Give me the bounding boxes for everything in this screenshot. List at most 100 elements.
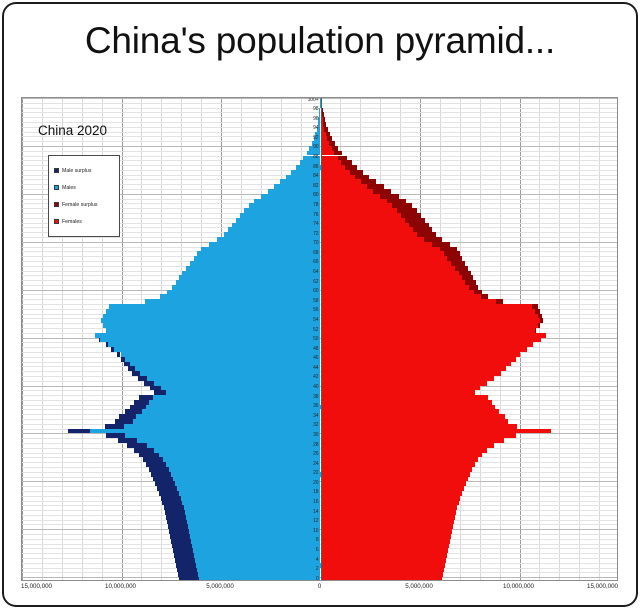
bar-segment-females	[320, 141, 330, 146]
bar-segment-females	[320, 131, 326, 137]
age-tick-label: 58	[313, 297, 319, 304]
pyramid-row	[22, 222, 617, 228]
bar-segment-females	[320, 136, 328, 142]
bar-segment-females	[320, 232, 417, 237]
bar-segment-female-surplus	[423, 236, 442, 242]
bar-segment-male-surplus	[105, 433, 126, 439]
bar-segment-female-surplus	[380, 193, 399, 199]
bar-segment-males	[186, 265, 321, 271]
bar-segment-females	[320, 577, 442, 580]
bar-segment-females	[320, 203, 392, 209]
x-tick-label: 0	[317, 583, 322, 590]
legend-item-females[interactable]: Females	[54, 213, 114, 230]
bar-segment-males	[182, 270, 321, 276]
bar-segment-males	[315, 131, 321, 137]
pyramid-row	[22, 356, 617, 362]
age-tick-label: 6	[315, 546, 319, 553]
age-tick-label: 0	[315, 575, 319, 581]
pyramid-row	[22, 558, 617, 563]
age-tick-label: 40	[313, 384, 319, 391]
age-tick-label: 70	[313, 240, 319, 247]
pyramid-row	[22, 155, 617, 161]
bar-segment-female-surplus	[535, 328, 537, 333]
bar-segment-female-surplus	[538, 323, 541, 328]
bar-segment-males	[319, 107, 321, 113]
pyramid-row	[22, 313, 617, 319]
bar-segment-males	[228, 227, 321, 233]
bar-segment-female-surplus	[341, 160, 352, 166]
bar-segment-female-surplus	[396, 208, 417, 213]
bar-segment-females	[320, 356, 516, 362]
bar-segment-female-surplus	[366, 184, 384, 190]
pyramid-row	[22, 265, 617, 271]
bar-segment-male-surplus	[163, 505, 184, 511]
bar-segment-males	[197, 251, 321, 257]
bar-segment-males	[187, 519, 321, 525]
age-tick-label: 72	[313, 230, 319, 237]
age-tick-label: 30	[313, 431, 319, 438]
pyramid-row	[22, 375, 617, 381]
bar-segment-female-surplus	[321, 98, 322, 103]
pyramid-row	[22, 534, 617, 539]
age-tick-label: 18	[313, 489, 319, 496]
bar-segment-male-surplus	[114, 419, 134, 424]
pyramid-row	[22, 486, 617, 491]
bar-segment-female-surplus	[323, 121, 327, 127]
age-tick-label: 52	[313, 326, 319, 333]
pyramid-row	[22, 318, 617, 324]
pyramid-row	[22, 462, 617, 467]
pyramid-row	[22, 423, 617, 429]
bar-segment-males	[145, 299, 321, 305]
pyramid-row	[22, 270, 617, 276]
legend-item-males[interactable]: Males	[54, 179, 114, 196]
bar-segment-males	[319, 98, 321, 103]
bar-segment-females	[320, 160, 342, 166]
bar-segment-male-surplus	[150, 385, 162, 391]
pyramid-row	[22, 514, 617, 520]
legend-item-male-surplus[interactable]: Male surplus	[54, 162, 114, 179]
bar-segment-female-surplus	[495, 299, 503, 305]
pyramid-row	[22, 203, 617, 209]
pyramid-row	[22, 217, 617, 223]
pyramid-row	[22, 280, 617, 285]
bar-segment-female-surplus	[458, 270, 471, 276]
pyramid-row	[22, 519, 617, 525]
bar-segment-females	[320, 337, 542, 343]
bar-segment-males	[249, 203, 321, 209]
bar-segment-males	[120, 351, 321, 357]
bar-segment-male-surplus	[168, 524, 189, 530]
bar-segment-females	[320, 117, 323, 122]
bar-segment-females	[320, 304, 533, 309]
bar-segment-male-surplus	[154, 390, 167, 396]
bar-segment-male-surplus	[144, 380, 155, 386]
bar-segment-male-surplus	[172, 543, 193, 549]
x-tick-label: 5,000,000	[206, 583, 234, 590]
pyramid-row	[22, 342, 617, 348]
age-tick-label: 82	[313, 182, 319, 189]
bar-segment-males	[274, 184, 321, 190]
age-tick-label: 12	[313, 518, 319, 525]
legend-swatch-female-surplus	[54, 202, 59, 207]
bar-segment-males	[175, 481, 321, 487]
pyramid-row	[22, 385, 617, 391]
bar-segment-female-surplus	[321, 102, 323, 108]
pyramid-row	[22, 174, 617, 180]
bar-segment-male-surplus	[178, 572, 199, 578]
bar-segment-males	[136, 414, 321, 420]
age-tick-label: 92	[313, 134, 319, 141]
bar-segment-males	[135, 366, 321, 372]
bar-segment-females	[320, 514, 456, 520]
bar-segment-males	[125, 433, 321, 439]
bar-segment-female-surplus	[322, 112, 324, 118]
legend-item-female-surplus[interactable]: Female surplus	[54, 196, 114, 213]
bar-segment-females	[320, 284, 469, 290]
bar-segment-female-surplus	[439, 246, 457, 252]
bar-segment-female-surplus	[337, 155, 347, 161]
bar-segment-males	[179, 490, 321, 496]
bar-segment-female-surplus	[446, 256, 463, 261]
bar-segment-males	[175, 280, 321, 285]
bar-segment-females	[320, 213, 402, 218]
bar-segment-females	[320, 289, 474, 295]
pyramid-row	[22, 260, 617, 266]
bar-segment-females	[320, 256, 447, 261]
